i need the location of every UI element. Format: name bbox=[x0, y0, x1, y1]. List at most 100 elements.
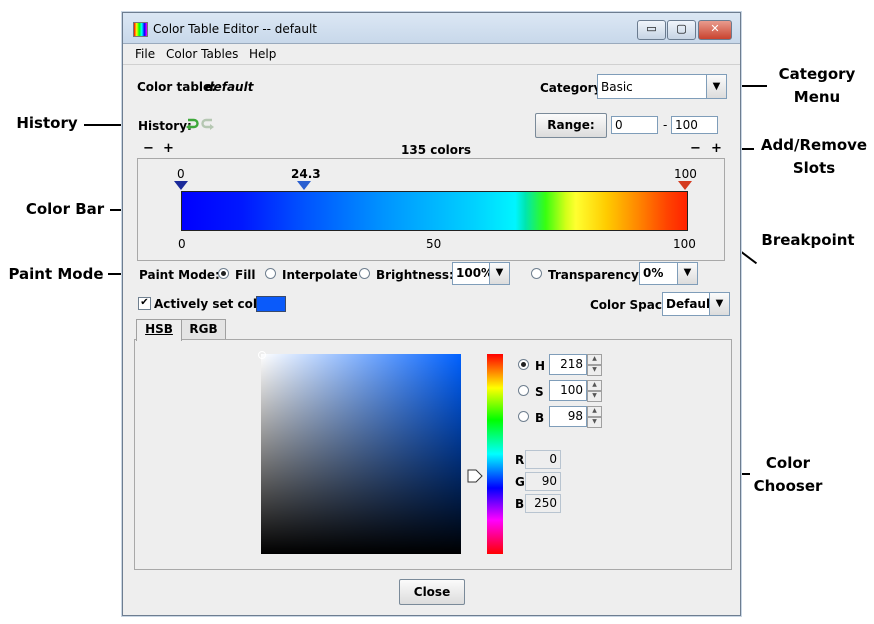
annotation-line-paint-mode bbox=[108, 273, 132, 275]
annotation-color-chooser: Color Chooser bbox=[753, 454, 823, 495]
hue-label: H bbox=[535, 359, 546, 373]
hue-spin-down[interactable]: ▼ bbox=[587, 365, 602, 376]
color-table-label: Color table: bbox=[137, 80, 216, 94]
menu-help[interactable]: Help bbox=[249, 47, 277, 61]
transparency-select[interactable]: 0% ▼ bbox=[639, 262, 698, 285]
color-chooser-panel: H 218 ▲ ▼ S 100 ▲ ▼ B 98 ▲ ▼ R 0 G 90 B … bbox=[134, 339, 732, 570]
close-button[interactable]: Close bbox=[399, 579, 465, 605]
green-label: G bbox=[515, 475, 525, 489]
color-bar[interactable] bbox=[181, 191, 688, 231]
brightness-hsb-label: B bbox=[535, 411, 545, 425]
undo-arrow-icon[interactable] bbox=[185, 117, 199, 134]
active-color-swatch[interactable] bbox=[256, 296, 286, 312]
tab-rgb-label: RGB bbox=[189, 322, 218, 336]
minimize-button[interactable]: ▭ bbox=[637, 20, 666, 40]
breakpoint-label-mid: 24.3 bbox=[291, 167, 321, 181]
window-title: Color Table Editor -- default bbox=[153, 22, 318, 36]
brightness-label: Brightness: bbox=[376, 268, 454, 282]
color-count: 135 colors bbox=[401, 143, 472, 157]
range-button[interactable]: Range: bbox=[535, 113, 607, 138]
maximize-button[interactable]: ▢ bbox=[667, 20, 696, 40]
hue-input[interactable]: 218 bbox=[549, 354, 587, 375]
hue-radio[interactable] bbox=[518, 359, 529, 370]
maximize-icon: ▢ bbox=[676, 22, 687, 35]
annotation-breakpoint: Breakpoint bbox=[761, 231, 855, 249]
saturation-radio[interactable] bbox=[518, 385, 529, 396]
saturation-brightness-field[interactable] bbox=[258, 351, 461, 554]
annotation-line-category bbox=[737, 85, 767, 87]
actively-set-color-checkbox[interactable]: ✔ bbox=[138, 297, 151, 310]
blue-value: 250 bbox=[525, 494, 561, 513]
category-select[interactable]: Basic ▼ bbox=[597, 74, 727, 99]
app-icon bbox=[133, 22, 148, 37]
saturation-input[interactable]: 100 bbox=[549, 380, 587, 401]
breakpoint-label-max: 100 bbox=[674, 167, 697, 181]
interpolate-radio[interactable] bbox=[265, 268, 276, 279]
close-icon: ✕ bbox=[710, 22, 720, 35]
scale-label-min: 0 bbox=[178, 237, 186, 251]
tab-rgb[interactable]: RGB bbox=[181, 319, 226, 339]
paint-mode-label: Paint Mode: bbox=[139, 268, 220, 282]
menu-color-tables[interactable]: Color Tables bbox=[166, 47, 239, 61]
range-dash: - bbox=[663, 118, 668, 132]
hue-slider[interactable] bbox=[487, 354, 503, 554]
hue-spin-up[interactable]: ▲ bbox=[587, 354, 602, 365]
menu-file[interactable]: File bbox=[135, 47, 156, 61]
blue-label: B bbox=[515, 497, 525, 511]
brightness-value: 100% bbox=[456, 266, 494, 280]
annotation-paint-mode: Paint Mode bbox=[8, 265, 104, 283]
brightness-hsb-radio[interactable] bbox=[518, 411, 529, 422]
annotation-color-bar: Color Bar bbox=[25, 200, 105, 218]
annotation-add-remove: Add/Remove Slots bbox=[760, 136, 868, 177]
remove-slot-left-button[interactable]: − bbox=[143, 141, 154, 156]
actively-set-color-label: Actively set color bbox=[154, 297, 272, 311]
brightness-hsb-input[interactable]: 98 bbox=[549, 406, 587, 427]
brightness-hsb-spin-down[interactable]: ▼ bbox=[587, 417, 602, 428]
breakpoint-marker-max[interactable] bbox=[678, 181, 692, 190]
close-window-button[interactable]: ✕ bbox=[698, 20, 732, 40]
category-label: Category: bbox=[540, 81, 607, 95]
range-max-input[interactable]: 100 bbox=[671, 116, 718, 134]
fill-label: Fill bbox=[235, 268, 256, 282]
annotation-line-history bbox=[84, 124, 132, 126]
color-bar-panel: 0 24.3 100 0 50 100 bbox=[137, 158, 725, 261]
add-slot-right-button[interactable]: + bbox=[711, 141, 722, 156]
transparency-value: 0% bbox=[643, 266, 664, 280]
brightness-hsb-spin-up[interactable]: ▲ bbox=[587, 406, 602, 417]
color-table-name: default bbox=[205, 80, 254, 94]
red-value: 0 bbox=[525, 450, 561, 469]
tab-hsb-label: HSB bbox=[145, 322, 173, 336]
redo-arrow-icon[interactable] bbox=[201, 117, 215, 134]
range-button-label: Range: bbox=[547, 118, 595, 132]
color-space-label: Color Space: bbox=[590, 298, 675, 312]
chevron-down-icon: ▼ bbox=[706, 75, 726, 98]
saturation-spin-up[interactable]: ▲ bbox=[587, 380, 602, 391]
brightness-select[interactable]: 100% ▼ bbox=[452, 262, 510, 285]
add-slot-left-button[interactable]: + bbox=[163, 141, 174, 156]
scale-label-max: 100 bbox=[673, 237, 696, 251]
category-value: Basic bbox=[601, 80, 633, 94]
interpolate-label: Interpolate bbox=[282, 268, 358, 282]
title-bar[interactable]: Color Table Editor -- default ▭ ▢ ✕ bbox=[123, 13, 740, 44]
tab-hsb[interactable]: HSB bbox=[136, 319, 182, 341]
scale-label-mid: 50 bbox=[426, 237, 442, 251]
breakpoint-marker-mid[interactable] bbox=[297, 181, 311, 190]
saturation-spin-down[interactable]: ▼ bbox=[587, 391, 602, 402]
transparency-radio[interactable] bbox=[531, 268, 542, 279]
close-button-label: Close bbox=[413, 585, 451, 599]
green-value: 90 bbox=[525, 472, 561, 491]
color-space-select[interactable]: Default ▼ bbox=[662, 292, 730, 316]
hue-pointer-icon[interactable] bbox=[467, 469, 483, 486]
breakpoint-marker-min[interactable] bbox=[174, 181, 188, 190]
remove-slot-right-button[interactable]: − bbox=[690, 141, 701, 156]
picker-circle-icon bbox=[258, 351, 266, 359]
chevron-down-icon: ▼ bbox=[677, 263, 697, 284]
saturation-label: S bbox=[535, 385, 544, 399]
range-min-input[interactable]: 0 bbox=[611, 116, 658, 134]
color-space-value: Default bbox=[666, 297, 716, 311]
brightness-radio[interactable] bbox=[359, 268, 370, 279]
chevron-down-icon: ▼ bbox=[709, 293, 729, 315]
history-label: History: bbox=[138, 119, 192, 133]
fill-radio[interactable] bbox=[218, 268, 229, 279]
red-label: R bbox=[515, 453, 525, 467]
